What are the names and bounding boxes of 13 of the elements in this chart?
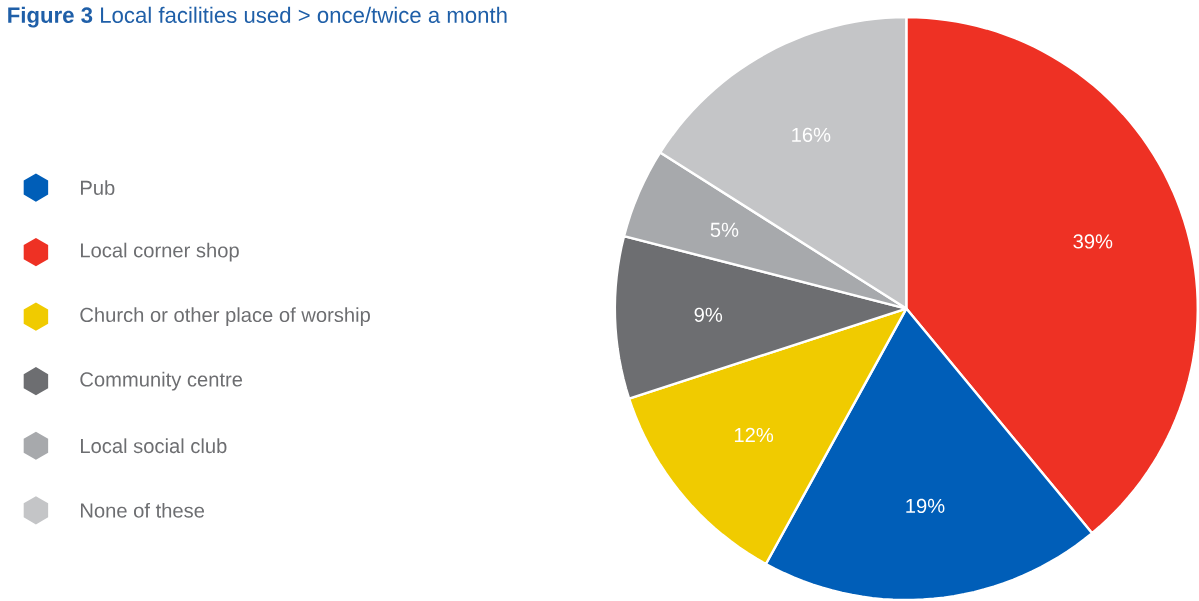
legend-label: Church or other place of worship bbox=[80, 307, 370, 326]
data-label: 5% bbox=[710, 222, 739, 237]
data-label: 39% bbox=[1073, 234, 1113, 249]
data-label: 16% bbox=[792, 127, 831, 142]
data-label: 12% bbox=[734, 427, 774, 442]
chart-title: Figure 3 Local facilities used > once/twice a month bbox=[8, 6, 507, 28]
legend-label: Pub bbox=[81, 180, 115, 195]
legend-label: None of these bbox=[81, 502, 205, 518]
legend-label: Community centre bbox=[80, 371, 243, 391]
data-label: 9% bbox=[694, 307, 723, 322]
legend-label: Local corner shop bbox=[81, 242, 239, 262]
legend-label: Local social club bbox=[81, 438, 227, 454]
data-label: 19% bbox=[906, 498, 945, 513]
